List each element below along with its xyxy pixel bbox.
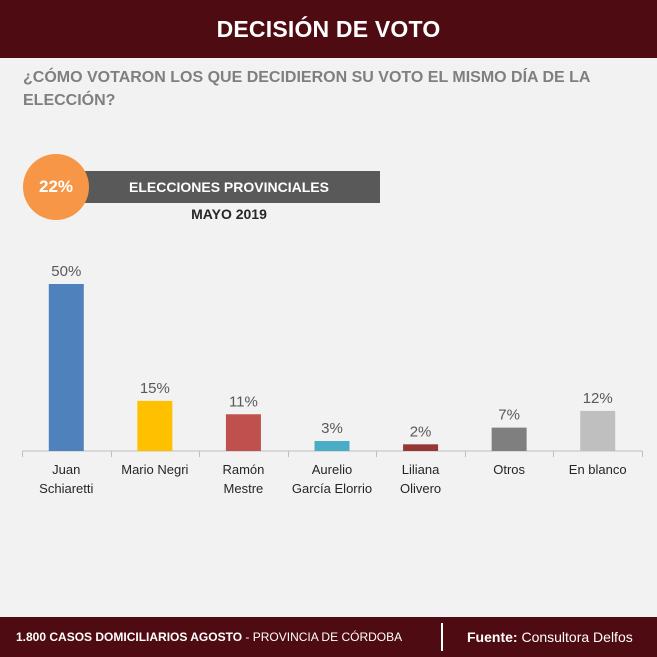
bar-5 xyxy=(403,444,439,451)
election-banner xyxy=(58,171,380,203)
category-label: Aurelio xyxy=(312,462,352,477)
footer-source: Fuente: Consultora Delfos xyxy=(467,617,633,657)
election-date: MAYO 2019 xyxy=(191,206,267,222)
footer-divider xyxy=(441,623,443,651)
source-name: Consultora Delfos xyxy=(521,629,633,645)
page-title: DECISIÓN DE VOTO xyxy=(216,16,441,42)
source-label: Fuente: xyxy=(467,629,518,645)
category-label: García Elorrio xyxy=(292,481,372,496)
footer-separator: - xyxy=(245,630,250,644)
data-label: 11% xyxy=(229,393,258,410)
data-label: 12% xyxy=(583,390,613,407)
category-label: Olivero xyxy=(400,481,441,496)
category-label: Mestre xyxy=(224,481,264,496)
category-label: Otros xyxy=(493,462,525,477)
data-label: 3% xyxy=(321,420,343,437)
footer-bar: 1.800 CASOS DOMICILIARIOS AGOSTO - PROVI… xyxy=(0,617,657,657)
data-label: 7% xyxy=(498,407,520,424)
bar-3 xyxy=(225,414,261,451)
bar-1 xyxy=(48,284,84,451)
footer-region: PROVINCIA DE CÓRDOBA xyxy=(252,630,403,644)
category-label: Mario Negri xyxy=(121,462,188,477)
bar-7 xyxy=(580,410,616,451)
bar-4 xyxy=(314,440,350,451)
category-label: Liliana xyxy=(402,462,440,477)
question-text: ¿CÓMO VOTARON LOS QUE DECIDIERON SU VOTO… xyxy=(23,69,590,109)
header-bar: DECISIÓN DE VOTO xyxy=(0,0,657,58)
data-label: 15% xyxy=(140,380,170,397)
percent-circle: 22% xyxy=(23,154,89,220)
category-label: En blanco xyxy=(569,462,627,477)
category-label: Ramón xyxy=(222,462,264,477)
bar-chart: 50% Juan Schiaretti 15% Mario Negri 11% Ramón M… xyxy=(22,263,643,496)
sample-size: 1.800 xyxy=(16,630,47,644)
sample-description: CASOS DOMICILIARIOS AGOSTO xyxy=(49,630,243,644)
category-label: Schiaretti xyxy=(39,481,93,496)
data-label: 2% xyxy=(410,423,432,440)
category-label: Juan xyxy=(52,462,80,477)
election-label: ELECCIONES PROVINCIALES xyxy=(129,179,329,195)
bar-2 xyxy=(137,400,173,451)
data-label: 50% xyxy=(51,263,81,280)
bar-6 xyxy=(491,427,527,451)
footer-sample-info: 1.800 CASOS DOMICILIARIOS AGOSTO - PROVI… xyxy=(16,617,402,657)
